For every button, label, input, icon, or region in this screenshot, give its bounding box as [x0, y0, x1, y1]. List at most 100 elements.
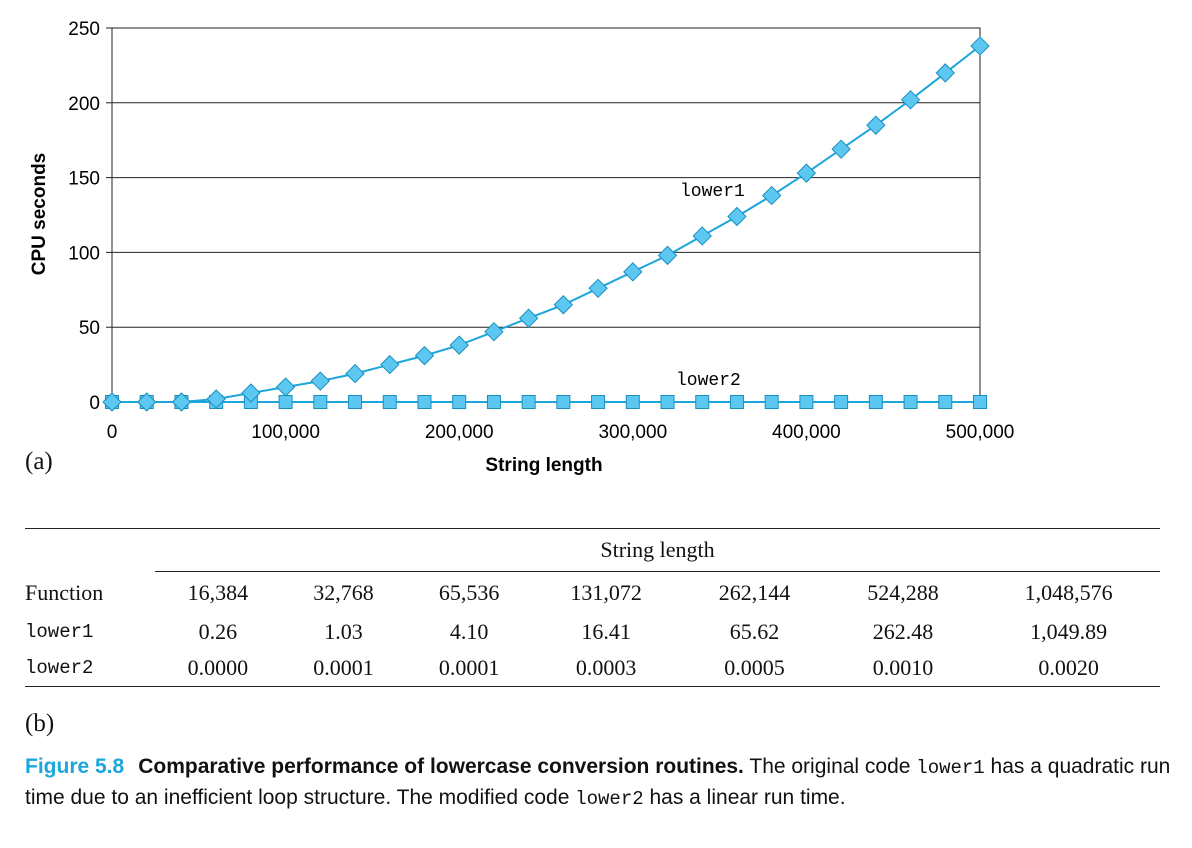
data-point-lower1: [692, 226, 712, 246]
table-cell: 0.0000: [155, 650, 281, 687]
data-point-lower2: [868, 395, 883, 409]
x-tick-label: 0: [107, 422, 118, 443]
table-cell: 0.0001: [280, 650, 407, 687]
data-point-lower1: [137, 392, 157, 412]
y-tick-label: 250: [68, 19, 100, 40]
data-point-lower2: [938, 395, 953, 409]
table-group-header-row: String length: [25, 528, 1160, 572]
row-function-name: lower1: [25, 621, 94, 643]
caption-code: lower2: [575, 788, 644, 810]
data-point-lower2: [834, 395, 849, 409]
table-cell: 0.0005: [680, 650, 829, 687]
data-point-lower2: [903, 395, 918, 409]
x-axis-label: String length: [485, 455, 602, 476]
part-label-b: (b): [25, 710, 55, 737]
data-point-lower2: [764, 395, 779, 409]
data-point-lower1: [241, 383, 261, 403]
data-point-lower1: [623, 262, 643, 282]
column-header: 65,536: [438, 580, 500, 605]
data-point-lower2: [313, 395, 328, 409]
table-cell: 1.03: [324, 619, 363, 644]
data-point-lower1: [345, 363, 365, 384]
caption-text: has a quadratic run time due to an ineff…: [25, 755, 1171, 809]
data-point-lower1: [102, 392, 122, 412]
data-point-lower1: [414, 345, 435, 366]
data-point-lower2: [417, 395, 432, 409]
y-tick-label: 150: [68, 169, 100, 190]
table-cell: 0.0010: [828, 650, 978, 687]
line-chart: 0 50 100 150 200 250 0 100,000 200,000 300,000 40…: [29, 19, 1015, 476]
data-point-lower1: [553, 295, 574, 315]
series-line-lower1: [112, 45, 981, 403]
data-point-lower2: [973, 395, 987, 409]
data-point-lower1: [518, 308, 539, 328]
table-cell: 262.48: [872, 619, 934, 644]
data-point-lower1: [970, 36, 990, 56]
data-point-lower1: [866, 115, 886, 135]
series-layer: [102, 36, 990, 412]
y-tick-label: 200: [68, 94, 100, 115]
y-tick-label: 0: [89, 393, 100, 414]
data-point-lower2: [348, 395, 363, 409]
data-point-lower2: [278, 395, 293, 409]
caption-code: lower1: [916, 757, 985, 779]
data-point-lower2: [521, 395, 536, 409]
data-point-lower1: [484, 321, 504, 342]
data-point-lower2: [486, 395, 501, 409]
y-axis-label: CPU seconds: [29, 153, 50, 275]
data-point-lower2: [556, 395, 571, 409]
data-point-lower2: [625, 395, 640, 409]
plot-frame: [111, 27, 981, 403]
data-point-lower1: [657, 245, 678, 266]
data-point-lower2: [729, 395, 744, 409]
data-point-lower1: [206, 389, 226, 409]
y-tick-label: 100: [68, 243, 100, 264]
table-cell: 4.10: [449, 619, 489, 644]
table-cell: 1,049.89: [1030, 619, 1108, 644]
y-axis-ticks: 0 50 100 150 200 250: [68, 19, 112, 414]
table-row: lower1 0.26 1.03 4.10 16.41 65.62 262.48…: [25, 614, 1160, 650]
caption-text: has a linear run time.: [643, 786, 846, 809]
x-tick-label: 100,000: [251, 422, 320, 443]
data-point-lower2: [695, 395, 710, 409]
series-lower2: [105, 395, 987, 409]
series-lower1: [102, 36, 990, 412]
data-point-lower1: [310, 371, 331, 391]
column-header: 131,072: [570, 580, 642, 605]
data-point-lower1: [900, 90, 921, 110]
column-header: 262,144: [718, 580, 791, 605]
data-point-lower1: [275, 377, 296, 397]
series-label-lower2: lower2: [676, 371, 741, 391]
data-point-lower2: [452, 395, 467, 409]
data-point-lower1: [380, 354, 400, 375]
data-point-lower1: [171, 392, 192, 412]
figure-title: Comparative performance of lowercase con…: [138, 755, 744, 778]
column-header: 1,048,576: [1024, 580, 1113, 605]
data-point-lower1: [935, 63, 955, 83]
caption-text: The original code: [743, 755, 917, 778]
x-tick-label: 500,000: [946, 422, 1015, 443]
table-cell: 0.26: [198, 619, 238, 644]
data-point-lower1: [761, 185, 782, 206]
part-label-a: (a): [25, 448, 53, 475]
column-header: 16,384: [187, 580, 249, 605]
column-header: 524,288: [867, 580, 939, 605]
data-point-lower1: [796, 163, 817, 183]
data-point-lower2: [660, 395, 675, 409]
figure-caption: Figure 5.8 Comparative performance of low…: [25, 752, 1175, 814]
chart-gridlines: [112, 27, 980, 403]
row-function-name: lower2: [25, 650, 155, 687]
data-point-lower1: [727, 206, 747, 227]
data-point-lower2: [382, 395, 397, 409]
table-cell: 65.62: [729, 619, 780, 644]
column-header: 32,768: [313, 580, 374, 605]
data-point-lower2: [591, 395, 606, 409]
x-tick-label: 200,000: [425, 422, 494, 443]
data-point-lower1: [588, 278, 608, 299]
results-table: String length Function 16,384 32,768 65,…: [25, 528, 1160, 687]
table-column-header-row: Function 16,384 32,768 65,536 131,072 26…: [25, 572, 1160, 615]
table-cell: 0.0020: [977, 650, 1160, 687]
figure-number: Figure 5.8: [25, 755, 125, 778]
x-tick-label: 300,000: [598, 422, 667, 443]
table-row: lower2 0.0000 0.0001 0.0001 0.0003 0.000…: [25, 650, 1160, 687]
